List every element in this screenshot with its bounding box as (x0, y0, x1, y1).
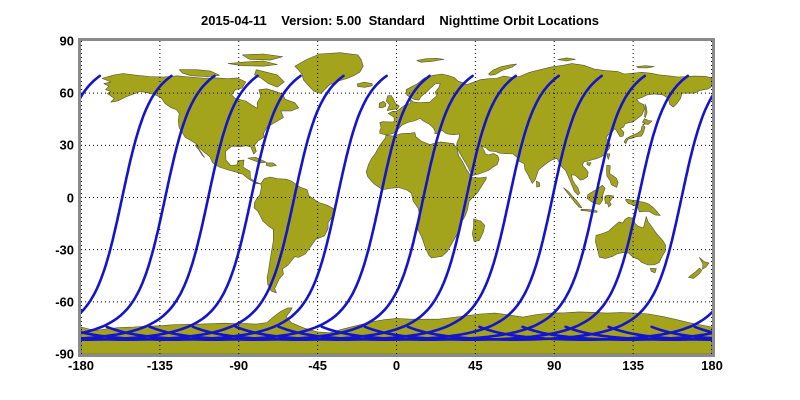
land-new-zealand-south (688, 267, 703, 279)
land-great-britain (386, 95, 400, 111)
orbit-track-10 (234, 74, 561, 342)
land-greenland (294, 52, 364, 94)
orbit-track-7 (105, 74, 431, 342)
world-map-svg (81, 41, 712, 354)
x-tick-label--90: -90 (229, 358, 249, 373)
land-taiwan (606, 153, 611, 160)
land-philippines (606, 165, 619, 188)
y-tick-label-60: 60 (59, 85, 74, 101)
x-tick-label-135: 135 (622, 358, 644, 373)
land-java (580, 209, 598, 213)
land-new-siberian-islands (636, 65, 655, 69)
plot-area (78, 38, 715, 357)
land-baja-california (195, 144, 205, 158)
land-sulawesi (604, 194, 614, 208)
land-sumatra (563, 187, 583, 209)
land-japan (623, 118, 653, 144)
orbit-track-14 (406, 94, 712, 342)
y-tick-label-90: 90 (59, 33, 74, 49)
land-tasmania (650, 268, 657, 274)
land-novaya-zemlya (488, 63, 517, 76)
land-eurasia (379, 63, 712, 196)
land-ireland (378, 101, 387, 109)
x-tick-label-180: 180 (701, 358, 723, 373)
land-africa (365, 132, 487, 259)
orbit-track-11 (277, 74, 604, 342)
land-sakhalin (644, 103, 648, 118)
x-tick-label-90: 90 (547, 358, 562, 373)
land-iceland (356, 81, 373, 88)
land-north-america (101, 73, 299, 185)
orbit-track-6 (81, 74, 388, 342)
land-hainan (586, 162, 592, 167)
orbit-track-9 (191, 74, 518, 342)
x-tick-label-45: 45 (468, 358, 483, 373)
y-tick-label--60: -60 (55, 294, 74, 310)
x-tick-label--45: -45 (308, 358, 328, 373)
land-south-america (253, 176, 336, 294)
y-tick-label--90: -90 (55, 346, 74, 362)
orbit-track-4 (81, 74, 302, 342)
y-tick-label-30: 30 (59, 137, 74, 153)
orbit-track-3 (81, 74, 259, 340)
orbit-track-1 (81, 74, 173, 315)
orbit-track-1 (478, 310, 712, 342)
y-tick-label-0: 0 (66, 190, 74, 205)
land-hispaniola (266, 162, 277, 167)
land-ellesmere (242, 53, 283, 61)
land-cuba (247, 156, 267, 164)
chart-title: 2015-04-11 Version: 5.00 Standard Nightt… (200, 13, 600, 28)
orbit-track-13 (363, 74, 690, 342)
land-severnaya-zemlya (557, 57, 576, 62)
land-australia (595, 216, 666, 266)
land-new-zealand-north (699, 257, 710, 270)
y-tick-label--30: -30 (55, 242, 74, 258)
x-tick-label-0: 0 (392, 358, 401, 373)
orbit-track-8 (148, 74, 474, 342)
x-tick-label--135: -135 (146, 358, 173, 373)
land-svalbard (416, 58, 445, 63)
land-sri-lanka (536, 180, 541, 188)
land-queen-elizabeth-islands (227, 60, 278, 67)
land-madagascar (472, 218, 485, 242)
orbit-track-12 (320, 74, 647, 342)
orbit-track-5 (81, 74, 345, 342)
orbit-track-2 (81, 74, 216, 335)
land-baffin-island (254, 69, 285, 88)
land-new-guinea (625, 198, 661, 216)
x-tick-label--180: -180 (67, 358, 95, 373)
